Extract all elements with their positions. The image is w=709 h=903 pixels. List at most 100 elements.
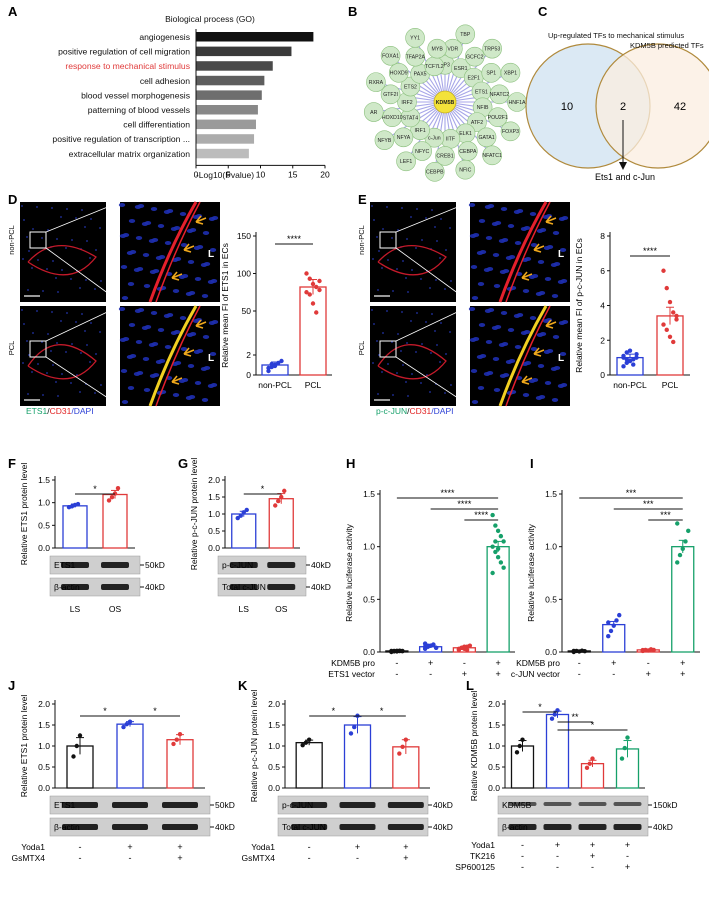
blot-band bbox=[112, 824, 148, 830]
nucleus-small bbox=[402, 260, 404, 262]
y-tick-label: 0.0 bbox=[208, 543, 220, 553]
blot-size-label: 50kD bbox=[215, 800, 235, 810]
nucleus bbox=[122, 233, 130, 237]
nucleus bbox=[137, 308, 145, 312]
network-node-label: ELK1 bbox=[459, 131, 472, 137]
data-point bbox=[584, 765, 590, 771]
nucleus-small bbox=[32, 228, 34, 230]
data-point bbox=[317, 278, 322, 284]
bar bbox=[295, 741, 323, 789]
condition-sign: + bbox=[590, 840, 595, 850]
data-point bbox=[279, 494, 284, 500]
network-node-label: NFYC bbox=[415, 149, 429, 155]
network-node bbox=[489, 84, 510, 105]
nucleus-small bbox=[444, 392, 446, 394]
nucleus-small bbox=[46, 268, 48, 270]
x-category-label: non-PCL bbox=[258, 380, 292, 390]
data-point bbox=[683, 539, 688, 544]
data-point bbox=[664, 285, 669, 291]
nucleus bbox=[529, 212, 537, 216]
nucleus bbox=[552, 231, 560, 235]
nucleus-small bbox=[47, 333, 49, 335]
data-point bbox=[115, 485, 121, 491]
condition-sign: + bbox=[177, 853, 182, 863]
y-tick-label: 2.0 bbox=[488, 699, 500, 709]
zoom-line bbox=[45, 356, 121, 407]
stain-legend-e: p-c-JUN/CD31/DAPI bbox=[376, 406, 453, 416]
x-category-label: LS bbox=[239, 604, 250, 614]
bar bbox=[299, 286, 327, 376]
nucleus bbox=[553, 366, 561, 370]
significance-label: * bbox=[591, 720, 595, 730]
cd31-stain bbox=[155, 201, 201, 303]
panel-a-xlabel: -Log10(Pvalue) bbox=[196, 170, 254, 180]
network-node bbox=[366, 72, 386, 92]
nucleus bbox=[180, 347, 188, 351]
nucleus-small bbox=[378, 250, 380, 252]
nucleus bbox=[485, 236, 493, 240]
nucleus-small bbox=[57, 291, 59, 293]
network-node bbox=[363, 102, 384, 122]
data-point bbox=[273, 503, 278, 508]
nucleus-small bbox=[439, 257, 441, 259]
significance-label: * bbox=[261, 484, 265, 494]
condition-sign: - bbox=[79, 853, 82, 863]
nucleus bbox=[172, 289, 180, 293]
y-tick-label: 1.5 bbox=[38, 720, 50, 730]
nucleus bbox=[211, 320, 219, 324]
arrow-marker bbox=[195, 319, 207, 329]
nucleus-small bbox=[66, 208, 68, 210]
nucleus bbox=[152, 269, 160, 273]
nucleus bbox=[187, 364, 195, 368]
endothelium-stain bbox=[148, 305, 198, 407]
y-tick-label: 1.0 bbox=[363, 542, 375, 552]
panel-j: 0.0 0.5 1.0 1.5 2.0 Relative ETS1 protein lev… bbox=[11, 695, 234, 863]
nucleus-small bbox=[31, 267, 33, 269]
y-axis-label: Relative luciferase activity bbox=[344, 523, 354, 622]
condition-sign: + bbox=[462, 669, 467, 679]
y-tick-label: 1.0 bbox=[208, 509, 220, 519]
y-tick-label: 1.0 bbox=[488, 741, 500, 751]
data-point bbox=[272, 363, 278, 369]
nucleus-small bbox=[55, 381, 57, 383]
panel-label-b: B bbox=[348, 4, 357, 19]
data-point bbox=[276, 498, 281, 504]
data-point bbox=[397, 751, 402, 756]
venn-right-label: KDM5B predicted TFs bbox=[630, 41, 704, 50]
significance-label: * bbox=[153, 706, 157, 716]
nucleus bbox=[516, 313, 524, 317]
data-point bbox=[675, 521, 680, 526]
x-category-label: LS bbox=[70, 604, 81, 614]
data-point bbox=[400, 648, 405, 654]
panel-a: A Biological process (GO) -Log10(Pvalue)… bbox=[8, 4, 330, 180]
nucleus-small bbox=[28, 354, 30, 356]
nucleus bbox=[188, 395, 196, 399]
nucleus bbox=[501, 342, 509, 346]
nucleus-small bbox=[445, 353, 447, 355]
zoom-line bbox=[395, 356, 471, 407]
network-node-label: c-Jun bbox=[428, 136, 441, 142]
bar bbox=[166, 739, 194, 789]
stain-legend-d: ETS1/CD31/DAPI bbox=[26, 406, 94, 416]
blot-band bbox=[229, 562, 258, 568]
data-point bbox=[310, 301, 316, 306]
go-bar bbox=[196, 90, 262, 100]
nucleus bbox=[501, 238, 509, 242]
x-tick-label: 15 bbox=[288, 169, 298, 179]
y-axis-label: Relative luciferase activity bbox=[526, 523, 536, 622]
blot-size-label: 40kD bbox=[145, 582, 165, 592]
nucleus bbox=[143, 388, 151, 392]
data-point bbox=[606, 634, 611, 639]
network-node bbox=[388, 63, 409, 83]
nucleus-small bbox=[434, 226, 436, 228]
nucleus bbox=[477, 386, 485, 390]
nucleus-small bbox=[407, 395, 409, 397]
nucleus bbox=[553, 262, 561, 266]
condition-label: KDM5B pro bbox=[516, 658, 560, 668]
nucleus bbox=[507, 328, 515, 332]
blot-size-label: 40kD bbox=[653, 822, 673, 832]
nucleus-small bbox=[94, 288, 96, 290]
nucleus bbox=[508, 359, 516, 363]
condition-sign: + bbox=[495, 669, 500, 679]
row-label-pcl: PCL bbox=[7, 341, 16, 356]
